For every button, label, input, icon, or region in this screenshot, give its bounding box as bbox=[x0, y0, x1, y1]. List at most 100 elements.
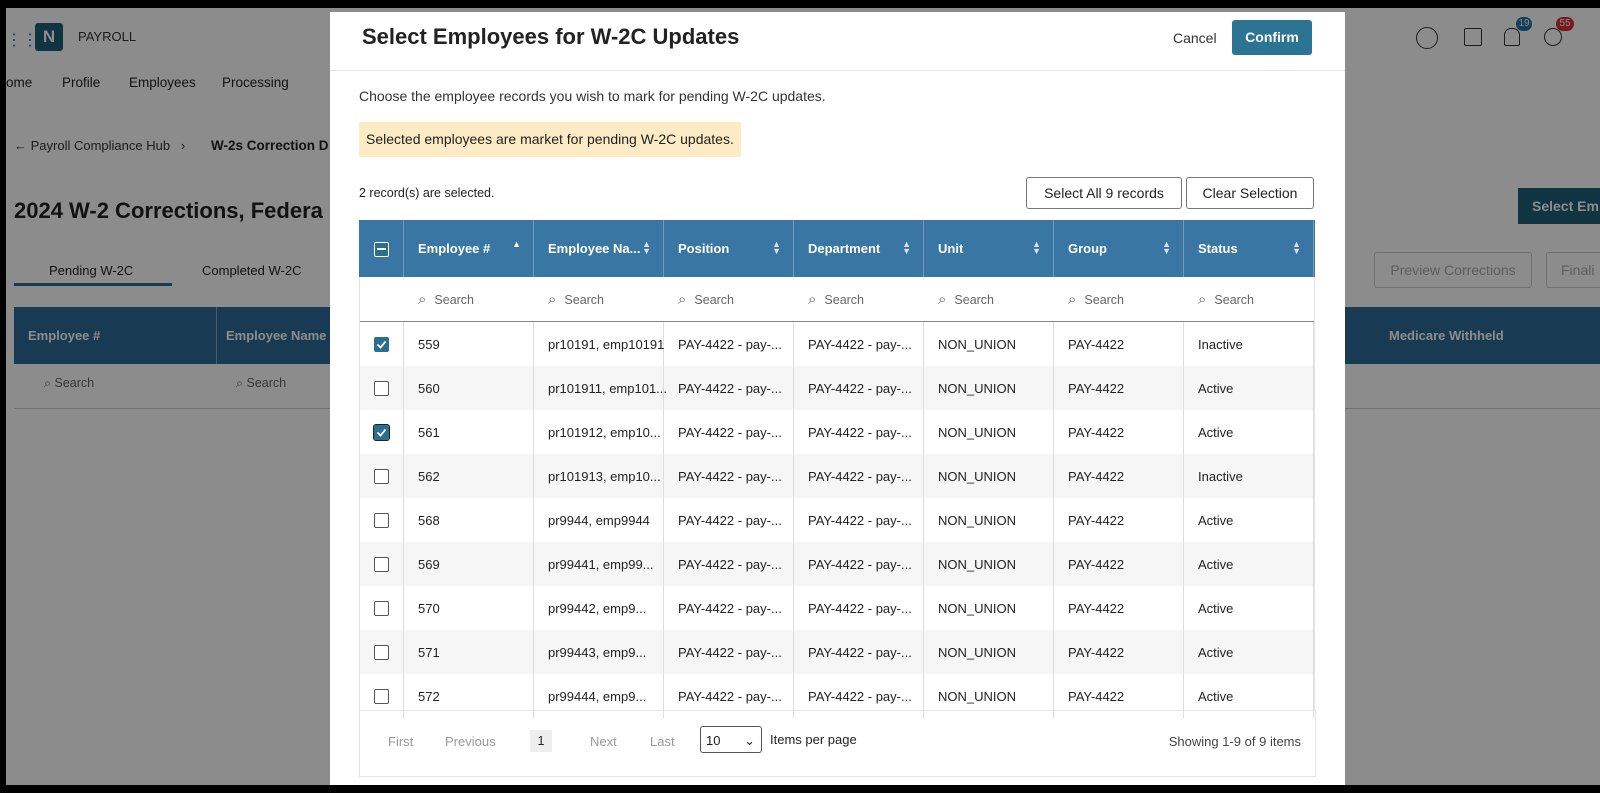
first-button[interactable]: First bbox=[388, 734, 414, 749]
page-number[interactable]: 1 bbox=[530, 730, 552, 752]
preview-button[interactable]: Preview Corrections bbox=[1374, 252, 1532, 288]
sort-icon: ▲ bbox=[512, 239, 521, 249]
column-header[interactable]: Employee # ▲ bbox=[404, 220, 534, 277]
column-header[interactable]: Employee # bbox=[28, 328, 101, 343]
placeholder: Search bbox=[954, 292, 995, 307]
table-cell: PAY-4422 - pay-... bbox=[794, 410, 924, 454]
search-input[interactable]: ⌕ Search bbox=[808, 277, 864, 322]
search-input[interactable]: ⌕ Search bbox=[44, 376, 95, 390]
row-checkbox[interactable] bbox=[374, 513, 389, 528]
row-checkbox[interactable] bbox=[374, 689, 389, 704]
table-cell: pr99443, emp9... bbox=[534, 630, 664, 674]
select-all-checkbox[interactable] bbox=[374, 242, 389, 257]
clear-selection-button[interactable]: Clear Selection bbox=[1186, 177, 1314, 209]
select-button[interactable]: Select Em bbox=[1518, 188, 1600, 224]
search-icon: ⌕ bbox=[1068, 291, 1077, 308]
column-header[interactable]: Status ▲ ▼ bbox=[1184, 220, 1314, 277]
row-checkbox[interactable] bbox=[373, 424, 390, 441]
bell-icon[interactable] bbox=[1504, 28, 1520, 46]
table-cell: PAY-4422 - pay-... bbox=[794, 586, 924, 630]
search-input[interactable]: ⌕ Search bbox=[548, 277, 604, 322]
column-title: Unit bbox=[938, 241, 964, 256]
column-header[interactable]: Unit ▲ ▼ bbox=[924, 220, 1054, 277]
search-input[interactable]: ⌕ Search bbox=[418, 277, 474, 322]
placeholder: Search bbox=[434, 292, 475, 307]
nav-item[interactable]: ome bbox=[6, 75, 33, 90]
search-icon: ⌕ bbox=[418, 291, 427, 308]
sort-icon: ▲ ▼ bbox=[772, 239, 781, 256]
tab-underline bbox=[14, 283, 172, 286]
sort-icon: ▲ ▼ bbox=[1032, 239, 1041, 256]
table-cell: NON_UNION bbox=[924, 542, 1054, 586]
nav-item[interactable]: Employees bbox=[129, 75, 196, 90]
alert: Selected employees are market for pendin… bbox=[359, 122, 741, 157]
table-cell: PAY-4422 - pay-... bbox=[794, 630, 924, 674]
table-cell: PAY-4422 - pay-... bbox=[664, 630, 794, 674]
search-input[interactable]: ⌕ Search bbox=[236, 376, 287, 390]
apps-icon[interactable]: ⋮⋮ bbox=[6, 32, 38, 49]
breadcrumb-link[interactable]: ← Payroll Compliance Hub › bbox=[14, 138, 186, 153]
pagination-summary: Showing 1-9 of 9 items bbox=[1168, 734, 1301, 749]
table-cell: 562 bbox=[404, 454, 534, 498]
column-header[interactable]: Medicare Withheld bbox=[1389, 328, 1504, 343]
table-cell: NON_UNION bbox=[924, 410, 1054, 454]
calendar-icon[interactable] bbox=[1464, 28, 1482, 46]
table-cell: 569 bbox=[404, 542, 534, 586]
table-row bbox=[359, 630, 1315, 674]
column-title: Group bbox=[1068, 241, 1107, 256]
tasks-icon[interactable] bbox=[1544, 28, 1562, 46]
row-checkbox[interactable] bbox=[374, 469, 389, 484]
sort-icon: ▲ ▼ bbox=[902, 239, 911, 256]
table-cell: NON_UNION bbox=[924, 586, 1054, 630]
sort-icon: ▲ ▼ bbox=[1162, 239, 1171, 256]
nav-item[interactable]: Processing bbox=[222, 75, 289, 90]
tab[interactable]: Completed W-2C bbox=[202, 263, 302, 278]
placeholder: Search bbox=[246, 376, 287, 390]
row-checkbox[interactable] bbox=[374, 337, 389, 352]
nav-item[interactable]: Profile bbox=[62, 75, 101, 90]
help-icon[interactable] bbox=[1416, 27, 1438, 49]
select-all-button[interactable]: Select All 9 records bbox=[1026, 177, 1182, 209]
description: Choose the employee records you wish to … bbox=[359, 88, 826, 104]
placeholder: Search bbox=[824, 292, 865, 307]
table-cell: Active bbox=[1184, 674, 1314, 718]
tasks-badge: 55 bbox=[1556, 17, 1574, 31]
next-button[interactable]: Next bbox=[590, 734, 617, 749]
page-size-select[interactable]: 10 ⌄ bbox=[700, 726, 762, 753]
column-header[interactable]: Position ▲ ▼ bbox=[664, 220, 794, 277]
table-cell: Active bbox=[1184, 542, 1314, 586]
row-checkbox[interactable] bbox=[374, 645, 389, 660]
notification-badge: 19 bbox=[1516, 17, 1532, 31]
row-checkbox[interactable] bbox=[374, 381, 389, 396]
search-input[interactable]: ⌕ Search bbox=[938, 277, 994, 322]
table-row bbox=[359, 454, 1315, 498]
cancel-button[interactable]: Cancel bbox=[1173, 30, 1217, 46]
table-row bbox=[359, 322, 1315, 366]
table-cell: 570 bbox=[404, 586, 534, 630]
sort-icon: ▲ ▼ bbox=[1292, 239, 1301, 256]
row-checkbox[interactable] bbox=[374, 557, 389, 572]
search-input[interactable]: ⌕ Search bbox=[1198, 277, 1254, 322]
tab[interactable]: Pending W-2C bbox=[49, 263, 134, 278]
column-title: Employee # bbox=[418, 241, 491, 256]
table-cell: PAY-4422 bbox=[1054, 410, 1184, 454]
table-row bbox=[359, 410, 1315, 454]
table-row bbox=[359, 542, 1315, 586]
table-cell: PAY-4422 - pay-... bbox=[794, 674, 924, 718]
column-title: Department bbox=[808, 241, 881, 256]
column-header[interactable]: Employee Na... ▲ ▼ bbox=[534, 220, 664, 277]
column-header[interactable]: Group ▲ ▼ bbox=[1054, 220, 1184, 277]
confirm-button[interactable]: Confirm bbox=[1232, 20, 1312, 55]
indeterminate-mark bbox=[377, 248, 386, 250]
checkbox-cell bbox=[359, 322, 404, 366]
table-cell: pr9944, emp9944 bbox=[534, 498, 664, 542]
column-header[interactable]: Department ▲ ▼ bbox=[794, 220, 924, 277]
search-input[interactable]: ⌕ Search bbox=[1068, 277, 1124, 322]
search-input[interactable]: ⌕ Search bbox=[678, 277, 734, 322]
placeholder: Search bbox=[54, 376, 95, 390]
finalize-button[interactable]: Finali bbox=[1546, 252, 1600, 288]
row-checkbox[interactable] bbox=[374, 601, 389, 616]
column-header[interactable]: Employee Name bbox=[226, 328, 327, 343]
previous-button[interactable]: Previous bbox=[445, 734, 496, 749]
last-button[interactable]: Last bbox=[650, 734, 675, 749]
